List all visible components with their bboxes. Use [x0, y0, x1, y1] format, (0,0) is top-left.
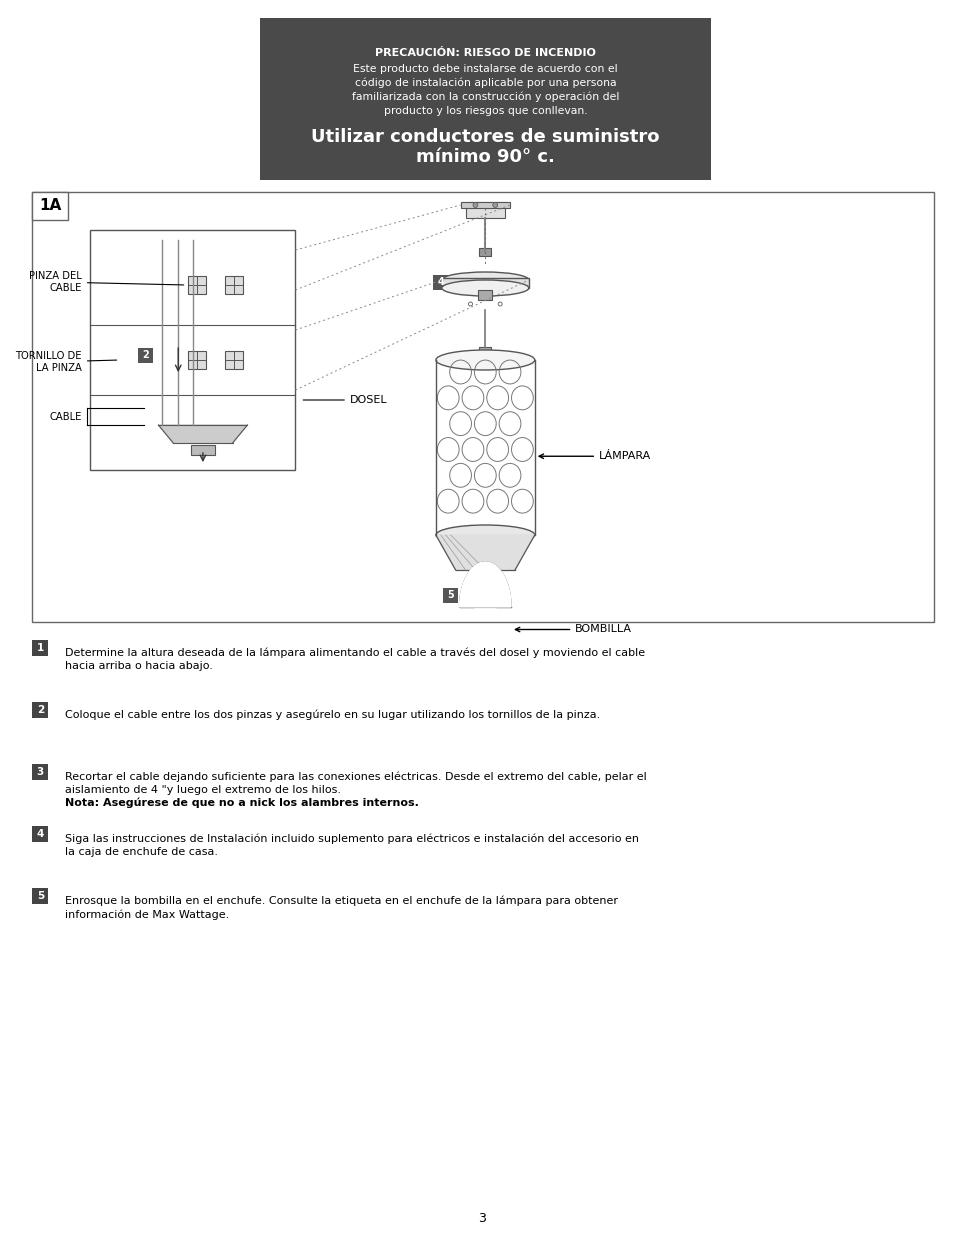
Text: Este producto debe instalarse de acuerdo con el: Este producto debe instalarse de acuerdo… [353, 64, 617, 74]
Bar [473, 585, 497, 606]
Text: 5: 5 [37, 890, 44, 902]
Text: PINZA DEL
CABLE: PINZA DEL CABLE [30, 272, 184, 293]
Text: familiarizada con la construcción y operación del: familiarizada con la construcción y oper… [352, 91, 618, 103]
Text: hacia arriba o hacia abajo.: hacia arriba o hacia abajo. [65, 661, 213, 671]
Text: TORNILLO DE
LA PINZA: TORNILLO DE LA PINZA [15, 351, 116, 373]
Text: CABLE: CABLE [50, 411, 82, 421]
Circle shape [468, 303, 472, 306]
Bar [478, 248, 491, 256]
Bar [188, 351, 206, 369]
Bar [32, 826, 49, 842]
Text: 2: 2 [37, 705, 44, 715]
Text: 1: 1 [37, 643, 44, 653]
Polygon shape [459, 562, 511, 606]
Ellipse shape [441, 272, 528, 288]
Bar [225, 275, 242, 294]
Bar [32, 888, 49, 904]
Text: 5: 5 [447, 590, 454, 600]
Bar [188, 275, 206, 294]
Text: Recortar el cable dejando suficiente para las conexiones eléctricas. Desde el ex: Recortar el cable dejando suficiente par… [65, 772, 646, 783]
Text: Utilizar conductores de suministro: Utilizar conductores de suministro [311, 128, 659, 146]
Text: Nota: Asegúrese de que no a nick los alambres internos.: Nota: Asegúrese de que no a nick los ala… [65, 798, 418, 809]
Bar [433, 274, 448, 289]
Text: LÁMPARA: LÁMPARA [538, 451, 651, 461]
Polygon shape [158, 425, 247, 443]
Bar [259, 19, 710, 180]
Text: Coloque el cable entre los dos pinzas y asegúrelo en su lugar utilizando los tor: Coloque el cable entre los dos pinzas y … [65, 710, 599, 720]
Polygon shape [436, 535, 535, 571]
Bar [90, 230, 295, 471]
Ellipse shape [436, 525, 535, 545]
Text: Determine la altura deseada de la lámpara alimentando el cable a través del dose: Determine la altura deseada de la lámpar… [65, 648, 644, 658]
Bar [460, 203, 510, 207]
Text: 4: 4 [36, 829, 44, 839]
Text: 2: 2 [142, 350, 149, 359]
Bar [443, 588, 457, 603]
Ellipse shape [441, 280, 528, 296]
Bar [478, 347, 491, 354]
Bar [32, 701, 49, 718]
Text: Siga las instrucciones de Instalación incluido suplemento para eléctricos e inst: Siga las instrucciones de Instalación in… [65, 834, 639, 845]
Bar [477, 290, 492, 300]
Text: 3: 3 [477, 1212, 486, 1224]
Ellipse shape [436, 350, 535, 370]
Circle shape [492, 203, 497, 207]
Bar [32, 191, 933, 622]
Bar [32, 191, 68, 220]
Text: DOSEL: DOSEL [303, 395, 387, 405]
Bar [32, 764, 49, 781]
Bar [225, 351, 242, 369]
Text: información de Max Wattage.: información de Max Wattage. [65, 909, 229, 920]
Bar [138, 347, 152, 363]
Text: mínimo 90° c.: mínimo 90° c. [416, 148, 555, 165]
Text: 4: 4 [437, 277, 444, 287]
Bar [465, 203, 504, 219]
Text: la caja de enchufe de casa.: la caja de enchufe de casa. [65, 847, 218, 857]
Text: código de instalación aplicable por una persona: código de instalación aplicable por una … [355, 78, 616, 89]
Bar [32, 640, 49, 656]
Circle shape [473, 203, 477, 207]
Bar [441, 278, 528, 288]
Text: 3: 3 [37, 767, 44, 777]
Text: PRECAUCIÓN: RIESGO DE INCENDIO: PRECAUCIÓN: RIESGO DE INCENDIO [375, 48, 595, 58]
Text: Enrosque la bombilla en el enchufe. Consulte la etiqueta en el enchufe de la lám: Enrosque la bombilla en el enchufe. Cons… [65, 897, 618, 906]
Text: producto y los riesgos que conllevan.: producto y los riesgos que conllevan. [383, 106, 586, 116]
Text: BOMBILLA: BOMBILLA [515, 625, 632, 635]
Circle shape [497, 303, 501, 306]
Text: aislamiento de 4 "y luego el extremo de los hilos.: aislamiento de 4 "y luego el extremo de … [65, 785, 341, 795]
Text: 1A: 1A [39, 199, 61, 214]
Bar [191, 445, 214, 454]
